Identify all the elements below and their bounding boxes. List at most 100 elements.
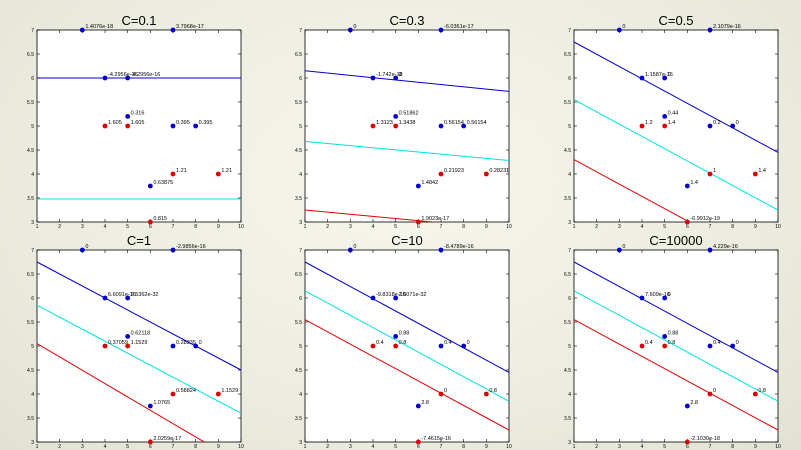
point-label: 1.1587e-16 [645, 72, 673, 78]
cyan-boundary-line [305, 140, 509, 162]
y-tick-label: 5.5 [564, 100, 571, 106]
x-tick-label: 6 [686, 224, 689, 230]
blue-data-point [461, 343, 467, 349]
red-data-point [639, 343, 645, 349]
decision-lines [37, 261, 241, 442]
y-tick-label: 4.5 [27, 148, 34, 154]
blue-data-point [125, 295, 131, 301]
blue-data-point [125, 75, 131, 81]
point-label: 2.5362e-32 [131, 292, 159, 298]
x-tick-label: 4 [641, 444, 644, 450]
point-label: 2.1079e-16 [713, 24, 741, 30]
point-label: 0.56154 [444, 120, 464, 126]
point-label: 0.8 [489, 388, 497, 394]
x-tick-label: 5 [126, 444, 129, 450]
blue-data-point [707, 27, 713, 33]
x-tick-label: 6 [417, 224, 420, 230]
blue-data-point [438, 27, 444, 33]
red-data-point [370, 343, 376, 349]
y-tick-label: 4 [299, 392, 302, 398]
x-tick-label: 1 [573, 224, 576, 230]
blue-data-point [370, 75, 376, 81]
x-tick-label: 7 [709, 444, 712, 450]
red-data-point [102, 343, 108, 349]
red-data-point [684, 439, 690, 445]
decision-lines [574, 261, 778, 431]
x-tick-label: 6 [149, 224, 152, 230]
x-tick-label: 6 [417, 444, 420, 450]
blue-boundary-line [574, 41, 778, 153]
y-tick-label: 4 [299, 172, 302, 178]
point-label: 0 [736, 120, 739, 126]
blue-data-point [347, 27, 353, 33]
point-label: 0.88 [399, 330, 410, 336]
blue-data-point [707, 123, 713, 129]
x-tick-label: 3 [349, 444, 352, 450]
y-tick-label: 7 [568, 248, 571, 254]
red-data-point [662, 343, 668, 349]
y-tick-label: 5.5 [295, 320, 302, 326]
point-label: 1.1529 [221, 388, 238, 394]
x-tick-label: 1 [573, 444, 576, 450]
point-label: 0.28235 [176, 340, 196, 346]
blue-data-point [707, 247, 713, 253]
plot-area [304, 29, 510, 223]
x-tick-label: 4 [104, 444, 107, 450]
subplot-title: C=10000 [649, 233, 702, 248]
point-label: 0 [399, 72, 402, 78]
red-data-point [125, 343, 131, 349]
point-label: -6.0361e-17 [444, 24, 474, 30]
point-label: 6.6091e-16 [108, 292, 136, 298]
x-tick-label: 4 [104, 224, 107, 230]
x-tick-label: 6 [686, 444, 689, 450]
y-tick-label: 6 [299, 296, 302, 302]
x-tick-label: 10 [506, 444, 512, 450]
x-tick-label: 1 [304, 224, 307, 230]
blue-data-point [616, 27, 622, 33]
y-tick-label: 5.5 [564, 320, 571, 326]
x-tick-label: 10 [238, 444, 244, 450]
point-label: 1.3438 [399, 120, 416, 126]
x-tick-label: 4 [372, 444, 375, 450]
point-label: 1.4076e-18 [85, 24, 113, 30]
subplot-1: C=0.1 1 2 3 4 5 6 7 8 9 10 3 3.5 4 4.5 5 5.5 6 6.5 7 1.4076e… [27, 13, 244, 230]
y-tick-label: 5 [568, 124, 571, 130]
y-tick-label: 4.5 [295, 368, 302, 374]
x-tick-label: 8 [194, 224, 197, 230]
y-tick-label: 6.5 [27, 52, 34, 58]
point-label: 1.0765 [153, 400, 170, 406]
y-tick-label: 5 [299, 344, 302, 350]
plot-area [36, 29, 242, 223]
point-label: 0 [85, 244, 88, 250]
blue-data-point [662, 75, 668, 81]
x-tick-label: 2 [58, 444, 61, 450]
point-label: 0.62118 [131, 330, 150, 336]
point-label: 0.8 [758, 388, 766, 394]
blue-data-point [393, 75, 399, 81]
red-boundary-line [37, 343, 206, 442]
blue-boundary-line [574, 261, 778, 373]
blue-data-point [393, 114, 399, 119]
blue-data-point [415, 183, 421, 189]
red-data-point [125, 123, 131, 129]
subplot-title: C=1 [127, 233, 151, 248]
blue-data-point [438, 123, 444, 129]
subplot-5: C=10 1 2 3 4 5 6 7 8 9 10 3 3.5 4 4.5 5 5.5 6 6.5 7 0 -8.4789… [295, 233, 512, 450]
point-label: 1.4 [758, 168, 766, 174]
blue-data-point [102, 295, 108, 301]
point-label: 0.4 [444, 340, 452, 346]
point-label: 0 [668, 292, 671, 298]
blue-data-point [347, 247, 353, 253]
cyan-boundary-line [574, 290, 778, 402]
x-tick-label: 5 [394, 444, 397, 450]
y-tick-label: 3.5 [27, 416, 34, 422]
x-tick-label: 10 [775, 224, 781, 230]
point-label: 2.8 [421, 400, 429, 406]
blue-data-point [170, 27, 176, 33]
y-tick-label: 6.5 [27, 272, 34, 278]
decision-lines [305, 261, 509, 431]
blue-data-point [125, 334, 131, 339]
point-label: 0.63875 [153, 180, 173, 186]
y-tick-label: 5.5 [27, 320, 34, 326]
